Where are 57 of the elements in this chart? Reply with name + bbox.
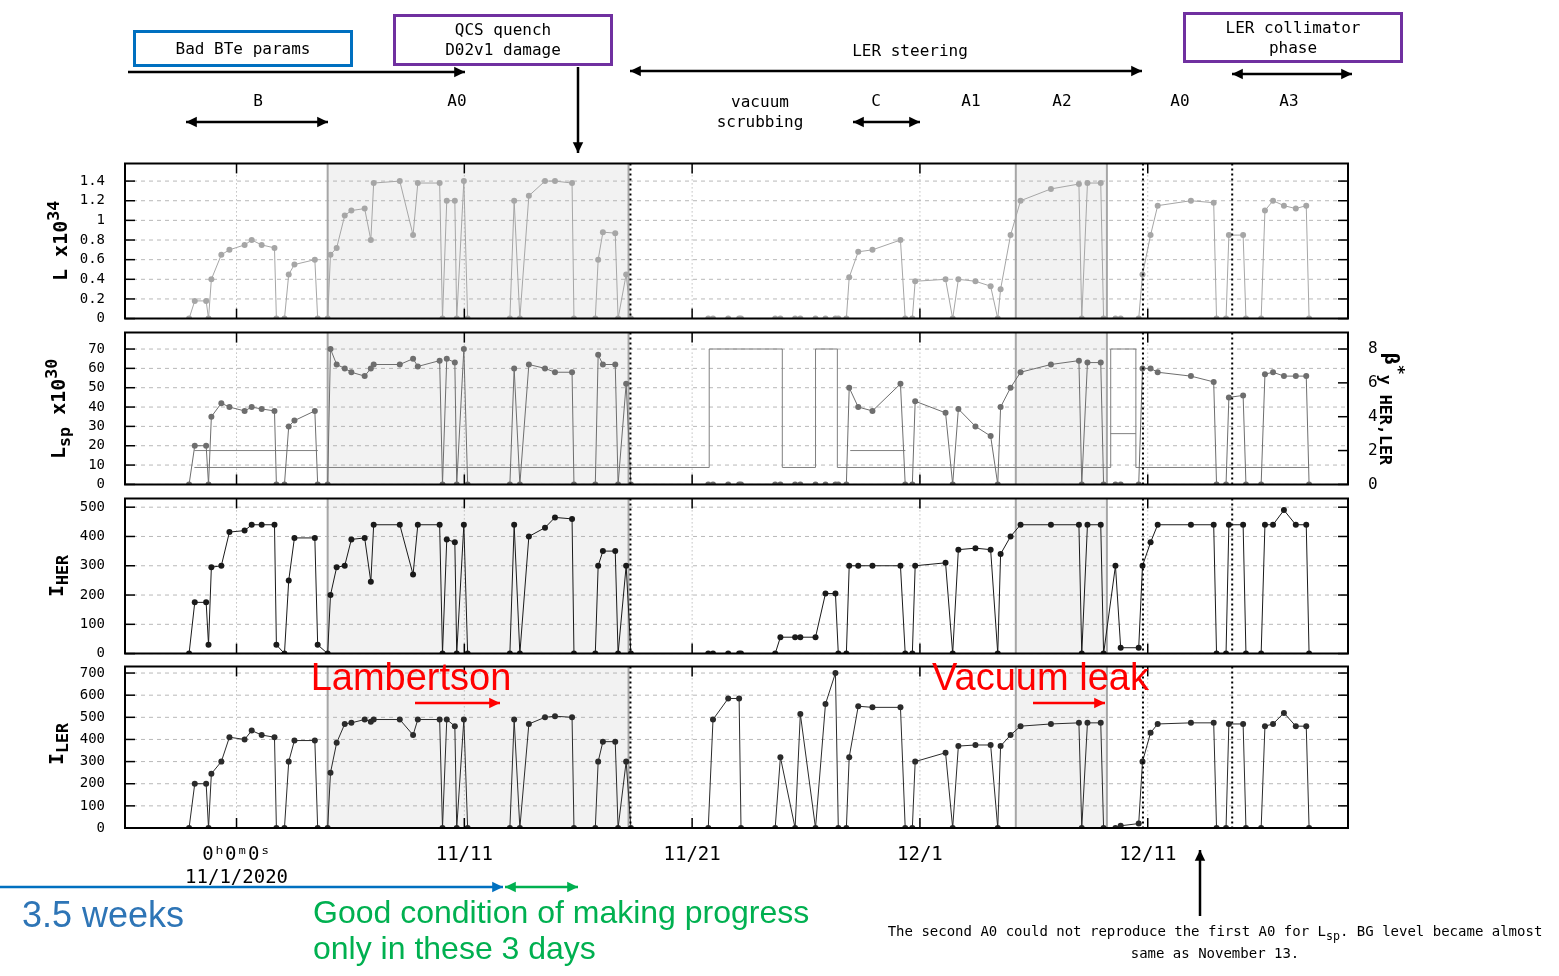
- y-tick-label: 600: [79, 685, 105, 702]
- y-tick-label: 0.8: [79, 230, 105, 247]
- y-tick-label: 0: [96, 475, 105, 492]
- annotation: Lambertson: [310, 656, 512, 698]
- y-tick-label: 1: [96, 211, 105, 228]
- text: B: [253, 91, 263, 111]
- text: 3.5 weeks: [22, 894, 185, 935]
- text: C: [871, 91, 881, 111]
- y-tick-label: 100: [79, 796, 105, 813]
- text: A1: [961, 91, 981, 111]
- y2-tick-label: 6: [1368, 372, 1378, 392]
- text: A3: [1279, 91, 1299, 111]
- y-tick-label: 100: [79, 614, 105, 631]
- text: A0: [447, 91, 467, 111]
- y-tick-label: 200: [79, 774, 105, 791]
- x-tick-label: 12/11: [1119, 842, 1177, 865]
- y-tick-label: 300: [79, 752, 105, 769]
- text: vacuum scrubbing: [715, 92, 805, 132]
- y-tick-label: 0.6: [79, 250, 105, 267]
- text: A0: [1170, 91, 1190, 111]
- y-tick-label: 0.2: [79, 289, 105, 306]
- text: The second A0 could not reproduce the first A0 for L$_{sp}$. BG level became almost same as November 13.: [887, 922, 1543, 962]
- y-tick-label: 10: [88, 455, 105, 472]
- y-tick-label: 0: [96, 309, 105, 326]
- y-tick-label: 500: [79, 497, 105, 514]
- text: LER steering: [852, 41, 968, 61]
- y-tick-label: 1.4: [79, 171, 105, 188]
- text: LER collimator phase: [1224, 17, 1362, 58]
- y-tick-label: 50: [88, 378, 105, 395]
- y2-tick-label: 8: [1368, 338, 1378, 358]
- y-tick-label: 0.4: [79, 269, 105, 286]
- x-tick-label: 11/11: [435, 842, 493, 865]
- y2-tick-label: 4: [1368, 405, 1378, 425]
- y-tick-label: 300: [79, 556, 105, 573]
- y2-tick-label: 0: [1368, 473, 1378, 493]
- x-tick-label: 0ʰ0ᵐ0ˢ 11/1/2020: [185, 842, 288, 888]
- y-tick-label: 400: [79, 730, 105, 747]
- y-tick-label: 200: [79, 585, 105, 602]
- y-tick-label: 20: [88, 436, 105, 453]
- x-tick-label: 12/1: [897, 842, 943, 865]
- y-tick-label: 700: [79, 663, 105, 680]
- y-tick-label: 40: [88, 397, 105, 414]
- y-tick-label: 0: [96, 818, 105, 835]
- y-tick-label: 400: [79, 527, 105, 544]
- text: Good condition of making progress only in these 3 days: [313, 894, 811, 966]
- y-tick-label: 70: [88, 339, 105, 356]
- y-tick-label: 1.2: [79, 191, 105, 208]
- y-tick-label: 30: [88, 417, 105, 434]
- y-tick-label: 500: [79, 707, 105, 724]
- y2-tick-label: 2: [1368, 439, 1378, 459]
- x-tick-label: 11/21: [663, 842, 721, 865]
- y-tick-label: 0: [96, 644, 105, 661]
- text: A2: [1052, 91, 1072, 111]
- text: QCS quench D02v1 damage: [444, 20, 562, 60]
- annotation: Vacuum leak: [932, 656, 1149, 698]
- text: Bad BTe params: [175, 38, 311, 59]
- y-tick-label: 60: [88, 359, 105, 376]
